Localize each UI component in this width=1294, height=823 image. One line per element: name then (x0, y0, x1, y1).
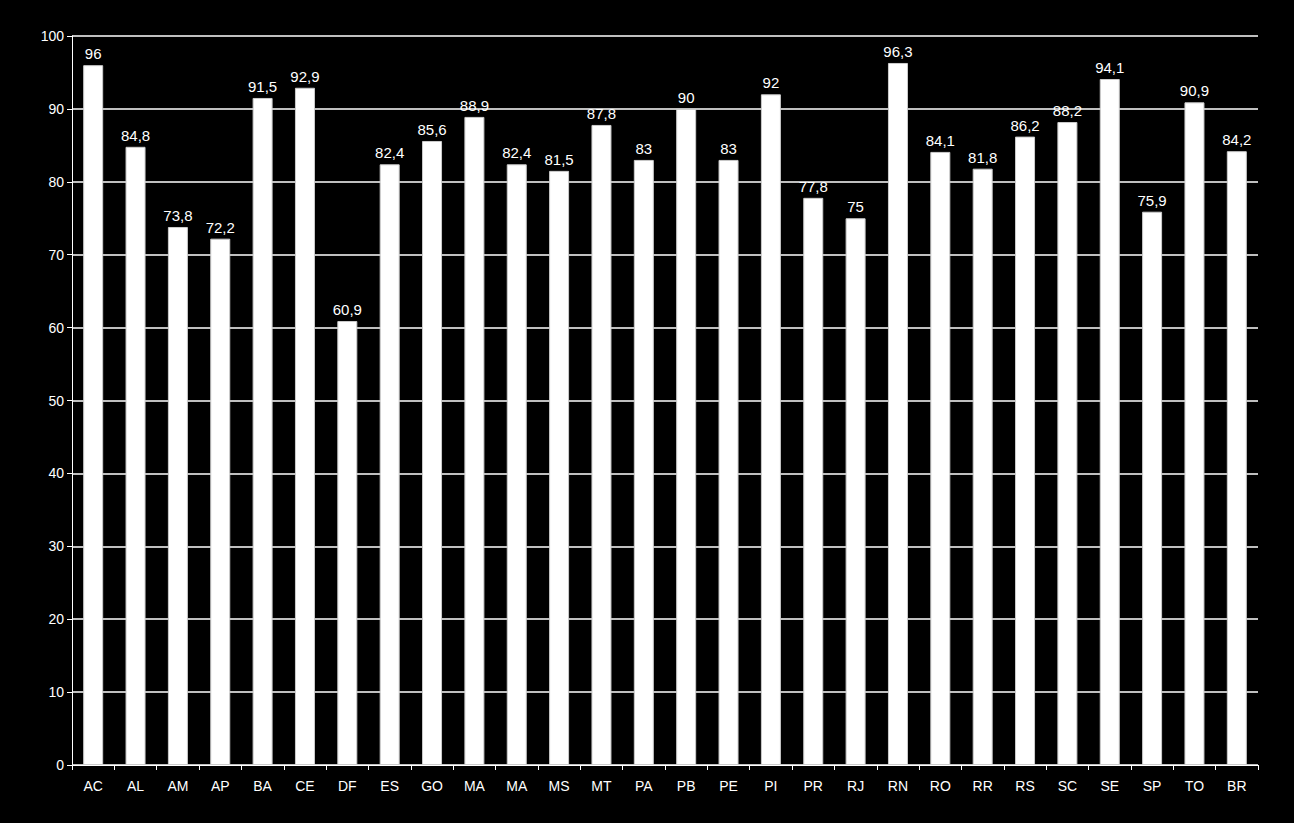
svg-text:96: 96 (85, 45, 102, 62)
svg-text:RS: RS (1015, 778, 1034, 794)
svg-text:60: 60 (48, 320, 64, 336)
svg-text:84,1: 84,1 (926, 132, 955, 149)
svg-text:MA: MA (464, 778, 486, 794)
svg-text:91,5: 91,5 (248, 78, 277, 95)
svg-text:TO: TO (1185, 778, 1204, 794)
svg-text:94,1: 94,1 (1095, 59, 1124, 76)
svg-text:PA: PA (635, 778, 653, 794)
svg-text:MA: MA (506, 778, 528, 794)
svg-text:83: 83 (720, 140, 737, 157)
svg-text:30: 30 (48, 538, 64, 554)
svg-text:92,9: 92,9 (290, 68, 319, 85)
svg-text:87,8: 87,8 (587, 105, 616, 122)
svg-text:AP: AP (211, 778, 230, 794)
svg-text:DF: DF (338, 778, 357, 794)
svg-text:RN: RN (888, 778, 908, 794)
svg-text:88,9: 88,9 (460, 97, 489, 114)
svg-text:90: 90 (48, 101, 64, 117)
svg-text:72,2: 72,2 (206, 219, 235, 236)
svg-text:SP: SP (1143, 778, 1162, 794)
svg-text:40: 40 (48, 465, 64, 481)
svg-text:75: 75 (847, 198, 864, 215)
svg-text:75,9: 75,9 (1138, 192, 1167, 209)
svg-text:100: 100 (41, 28, 65, 44)
svg-text:81,8: 81,8 (968, 149, 997, 166)
svg-text:GO: GO (421, 778, 443, 794)
svg-text:90: 90 (678, 89, 695, 106)
svg-text:20: 20 (48, 611, 64, 627)
svg-text:RO: RO (930, 778, 951, 794)
svg-text:92: 92 (763, 74, 780, 91)
svg-text:82,4: 82,4 (375, 144, 404, 161)
svg-text:PI: PI (764, 778, 777, 794)
svg-text:RJ: RJ (847, 778, 864, 794)
svg-text:82,4: 82,4 (502, 144, 531, 161)
svg-text:AL: AL (127, 778, 144, 794)
svg-text:MT: MT (591, 778, 612, 794)
svg-text:90,9: 90,9 (1180, 82, 1209, 99)
svg-text:PR: PR (804, 778, 823, 794)
svg-text:70: 70 (48, 247, 64, 263)
svg-text:AC: AC (83, 778, 102, 794)
svg-text:96,3: 96,3 (883, 43, 912, 60)
svg-text:BA: BA (253, 778, 272, 794)
svg-text:PB: PB (677, 778, 696, 794)
svg-text:60,9: 60,9 (333, 301, 362, 318)
svg-text:SC: SC (1058, 778, 1077, 794)
svg-text:84,2: 84,2 (1222, 131, 1251, 148)
svg-text:10: 10 (48, 684, 64, 700)
svg-text:MS: MS (549, 778, 570, 794)
svg-text:0: 0 (56, 757, 64, 773)
svg-text:PE: PE (719, 778, 738, 794)
svg-text:AM: AM (167, 778, 188, 794)
svg-text:77,8: 77,8 (799, 178, 828, 195)
svg-text:73,8: 73,8 (163, 207, 192, 224)
svg-text:88,2: 88,2 (1053, 102, 1082, 119)
svg-text:ES: ES (380, 778, 399, 794)
svg-text:84,8: 84,8 (121, 127, 150, 144)
svg-text:50: 50 (48, 393, 64, 409)
svg-text:RR: RR (973, 778, 993, 794)
svg-text:CE: CE (295, 778, 314, 794)
svg-text:85,6: 85,6 (417, 121, 446, 138)
svg-text:81,5: 81,5 (545, 151, 574, 168)
svg-text:BR: BR (1227, 778, 1246, 794)
svg-text:86,2: 86,2 (1010, 117, 1039, 134)
svg-text:80: 80 (48, 174, 64, 190)
svg-text:SE: SE (1100, 778, 1119, 794)
svg-text:83: 83 (635, 140, 652, 157)
